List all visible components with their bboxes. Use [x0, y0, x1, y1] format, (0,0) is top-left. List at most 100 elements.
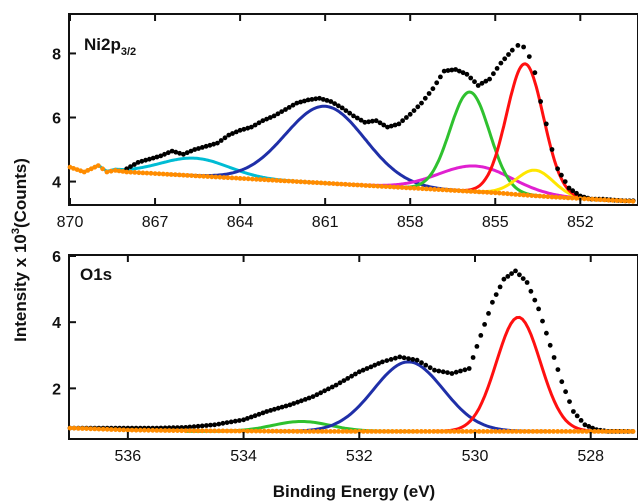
o1s-data-point [315, 429, 321, 434]
ni2p-data-point [404, 115, 409, 120]
o1s-data-point [474, 344, 480, 349]
ni2p-data-point [286, 105, 292, 110]
ni2p-data-point [165, 150, 171, 156]
ni2p-data-point [517, 192, 522, 198]
ni2p-data-point [479, 80, 485, 86]
ni2p-data-point [362, 119, 368, 125]
ni2p-data-point [95, 163, 101, 169]
o1s-data-point [385, 429, 391, 434]
o1s-data-point [501, 276, 507, 282]
ni2p-data-point [332, 101, 337, 106]
o1s-x-tick-label: 532 [346, 448, 373, 465]
ni2p-data-point [541, 194, 547, 199]
ni2p-data-point [476, 189, 482, 195]
o1s-data-point [278, 428, 284, 434]
ni2p-data-point [156, 171, 162, 177]
o1s-data-point [571, 409, 576, 414]
ni2p-x-tick-label: 861 [312, 214, 339, 231]
ni2p-data-point [136, 170, 142, 176]
o1s-data-point [559, 379, 565, 385]
ni2p-plot-area [67, 43, 636, 204]
ni2p-data-point [400, 118, 405, 124]
ni2p-data-point [392, 122, 398, 128]
o1s-data-point [578, 418, 584, 423]
ni2p-data-point [108, 168, 114, 174]
ni2p-data-point [440, 187, 445, 193]
ni2p-data-point [306, 179, 312, 185]
o1s-data-point [129, 427, 135, 433]
o1s-data-point [547, 342, 553, 348]
ni2p-data-point [529, 193, 535, 199]
o1s-data-point [584, 429, 589, 434]
o1s-data-point [290, 428, 296, 434]
ni2p-data-point [147, 156, 152, 162]
o1s-data-point [468, 429, 474, 434]
ni2p-data-point [249, 124, 254, 130]
ni2p-data-point [358, 117, 364, 123]
o1s-data-point [245, 416, 250, 421]
top-panel-frame [68, 13, 638, 206]
o1s-data-point [241, 428, 247, 434]
ni2p-data-point [256, 120, 262, 126]
o1s-fit-peak-2 [432, 315, 607, 433]
o1s-data-point [615, 429, 621, 434]
ni2p-data-point [395, 184, 401, 190]
ni2p-data-point [270, 177, 275, 183]
o1s-data-point [497, 284, 503, 290]
ni2p-data-point [460, 70, 466, 76]
y-axis-label: Intensity x 103(Counts) [10, 158, 30, 342]
o1s-data-point [287, 402, 293, 408]
o1s-data-point [121, 427, 127, 433]
o1s-data-point [154, 428, 160, 433]
ni2p-y-tick-label: 8 [52, 46, 61, 63]
o1s-data-point [237, 428, 242, 434]
ni2p-data-point [488, 190, 494, 196]
o1s-data-point [349, 373, 354, 379]
o1s-data-point [505, 274, 511, 279]
ni2p-data-point [351, 182, 356, 188]
o1s-data-point [472, 429, 478, 434]
ni2p-data-point [124, 169, 130, 175]
ni2p-data-point [377, 120, 383, 126]
ni2p-data-point [326, 181, 332, 186]
o1s-data-point [505, 429, 511, 434]
o1s-x-tick-label: 530 [462, 448, 489, 465]
ni2p-background [67, 163, 636, 204]
ni2p-data-point [264, 116, 269, 122]
ni2p-data-point [298, 179, 304, 185]
ni2p-data-point [217, 174, 223, 180]
ni2p-data-point [213, 174, 219, 180]
o1s-data-point [195, 428, 201, 434]
o1s-data-point [104, 426, 110, 432]
ni2p-data-point [502, 56, 508, 62]
ni2p-data-point [363, 183, 369, 188]
o1s-x-tick-label: 534 [230, 448, 257, 465]
ni2p-data-point [305, 97, 311, 103]
o1s-data-point [158, 428, 164, 433]
ni2p-data-point [472, 189, 478, 195]
o1s-data-point [299, 398, 304, 404]
o1s-data-point [137, 427, 143, 433]
ni2p-data-point [422, 95, 428, 101]
ni2p-data-point [241, 176, 247, 182]
o1s-data-point [365, 429, 370, 434]
ni2p-data-point [460, 188, 466, 194]
o1s-data-point [460, 429, 465, 434]
ni2p-x-tick-label: 852 [567, 214, 594, 231]
ni2p-data-point [545, 194, 551, 200]
ni2p-data-point [375, 183, 381, 189]
ni2p-data-point [290, 178, 296, 184]
o1s-data-point [319, 429, 325, 434]
ni2p-data-point [310, 180, 316, 185]
o1s-data-point [586, 424, 592, 429]
o1s-x-tick-label: 536 [115, 448, 142, 465]
o1s-data-point [302, 397, 308, 402]
o1s-data-point [567, 399, 572, 404]
ni2p-data-point [569, 195, 575, 201]
o1s-data-point [92, 426, 98, 432]
ni2p-data-point [169, 148, 175, 154]
o1s-data-point [333, 382, 339, 388]
ni2p-data-point [144, 170, 150, 176]
o1s-data-point [410, 357, 416, 362]
o1s-data-point [113, 427, 118, 432]
